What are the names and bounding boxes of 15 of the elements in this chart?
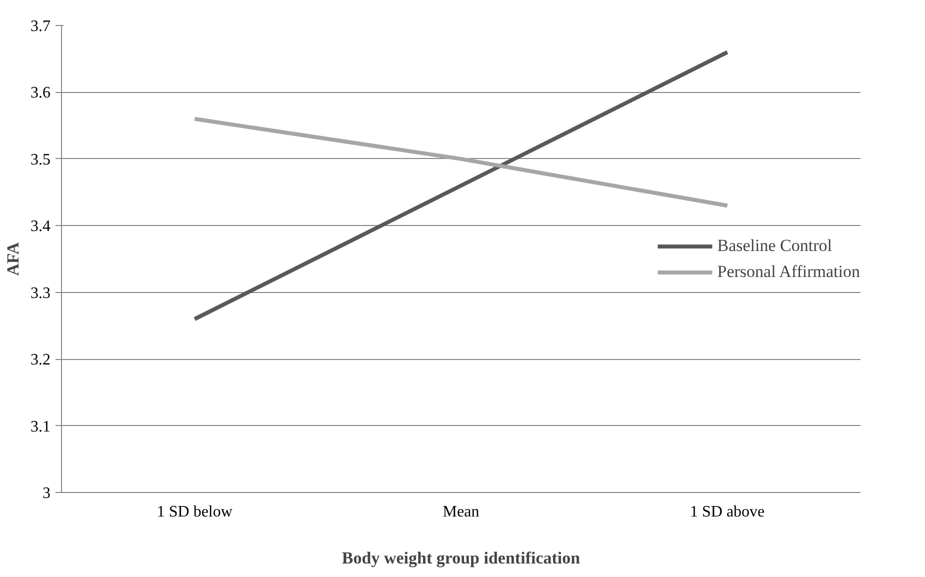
y-tick-label: 3.3 <box>30 284 50 302</box>
y-tick-label: 3 <box>42 485 50 502</box>
y-tick-label: 3.6 <box>30 84 50 102</box>
y-tick-label: 3.2 <box>30 352 50 369</box>
y-axis-title: AFA <box>4 241 22 276</box>
legend-label: Personal Affirmation <box>717 262 860 282</box>
y-tick-label: 3.5 <box>30 151 50 168</box>
x-axis-title: Body weight group identification <box>342 548 581 568</box>
x-tick-label: Mean <box>442 504 480 520</box>
x-tick-label: 1 SD above <box>690 504 765 520</box>
x-tick-label: 1 SD below <box>156 504 233 520</box>
y-tick-label: 3.7 <box>30 18 50 35</box>
legend-label: Baseline Control <box>717 236 832 256</box>
y-tick-label: 3.4 <box>30 218 50 236</box>
y-tick-label: 3.1 <box>30 418 50 436</box>
